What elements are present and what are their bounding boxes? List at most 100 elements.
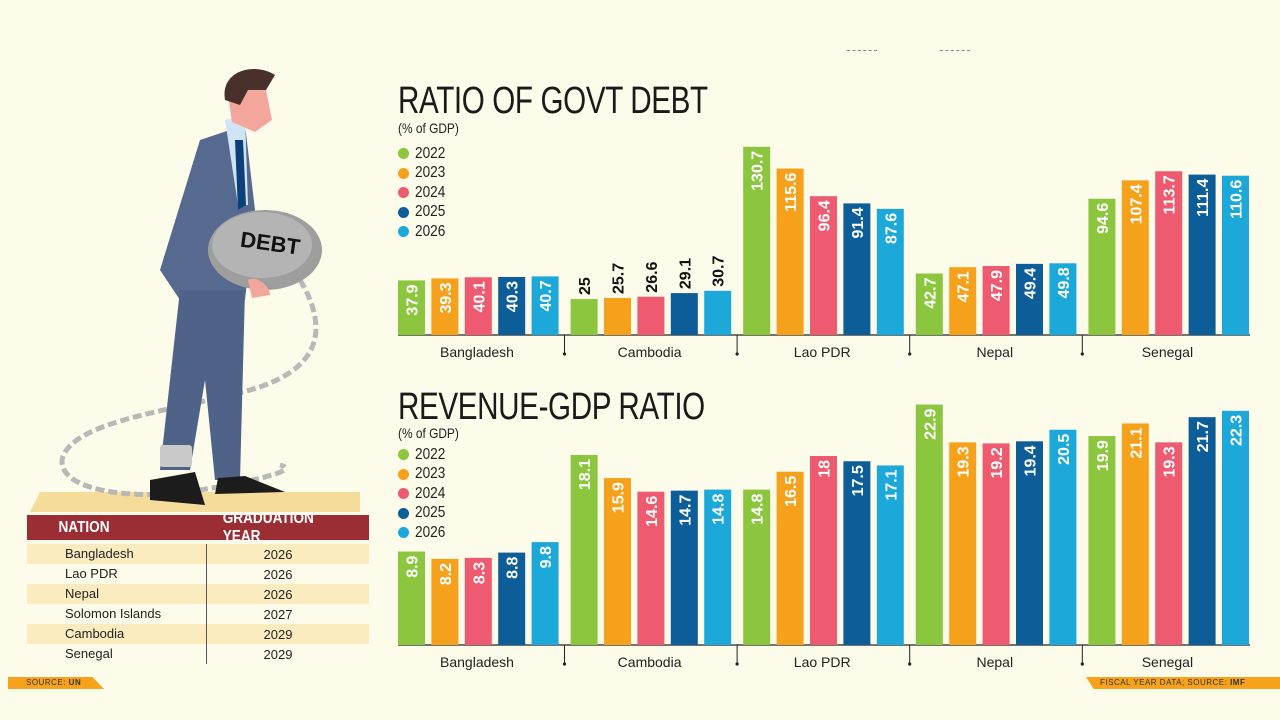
bar-lao-pdr-2024 <box>810 196 837 335</box>
legend-item: 2024 <box>398 484 451 504</box>
decorative-dash <box>847 50 877 51</box>
bar-bangladesh-2023 <box>431 278 459 335</box>
revenue-chart-legend: 2022 2023 2024 2025 2026 <box>398 445 451 543</box>
bar-lao-pdr-2026 <box>876 208 904 335</box>
legend-label: 2022 <box>415 445 446 463</box>
data-label: 47.1 <box>956 271 973 302</box>
data-label: 113.7 <box>1162 175 1179 214</box>
data-label: 49.8 <box>1056 267 1073 298</box>
data-label: 91.4 <box>850 207 867 238</box>
legend-label: 2026 <box>415 222 446 240</box>
bar-nepal-2023 <box>949 267 977 335</box>
category-label: Lao PDR <box>794 344 851 360</box>
legend-label: 2025 <box>415 203 446 221</box>
revenue-chart-title: REVENUE-GDP RATIO <box>398 386 705 428</box>
legend-swatch <box>398 488 409 500</box>
legend-item: 2026 <box>398 222 451 242</box>
data-label: 40.7 <box>538 280 555 311</box>
bar-nepal-2022 <box>915 273 943 335</box>
bar-bangladesh-2026 <box>531 276 559 335</box>
source-name: UN <box>68 678 82 687</box>
graduation-year-cell: 2027 <box>263 606 293 622</box>
bar-bangladesh-2025 <box>498 276 526 335</box>
legend-swatch <box>398 187 409 199</box>
data-label: 30.7 <box>711 256 728 287</box>
legend-item: 2026 <box>398 523 451 543</box>
bar-senegal-2026 <box>1222 175 1249 335</box>
bar-cambodia-2024 <box>637 296 665 335</box>
legend-swatch <box>398 226 409 238</box>
debt-chart-legend: 2022 2023 2024 2025 2026 <box>398 144 451 242</box>
nation-cell: Cambodia <box>27 624 207 644</box>
data-label: 94.6 <box>1095 203 1112 234</box>
legend-item: 2025 <box>398 203 451 223</box>
column-header-nation: NATION <box>58 518 110 536</box>
bar-lao-pdr-2022 <box>743 146 771 335</box>
legend-label: 2022 <box>415 144 446 162</box>
bar-senegal-2025 <box>1188 174 1216 335</box>
data-label: 40.1 <box>471 281 488 312</box>
debt-chart-title: RATIO OF GOVT DEBT <box>398 80 708 122</box>
bar-nepal-2025 <box>1016 263 1043 335</box>
nation-cell: Senegal <box>27 644 207 664</box>
data-label: 111.4 <box>1195 178 1212 216</box>
group-divider-dot <box>735 352 739 356</box>
graduation-table: NATION GRADUATION YEAR Bangladesh 2026 Lao… <box>27 510 369 664</box>
table-header: NATION GRADUATION YEAR <box>27 510 369 545</box>
table-row: Nepal 2026 <box>27 584 369 604</box>
table-row: Lao PDR 2026 <box>27 564 369 584</box>
category-label: Bangladesh <box>440 344 514 360</box>
legend-item: 2022 <box>398 445 451 465</box>
graduation-year-cell: 2029 <box>263 626 293 642</box>
graduation-year-cell: 2026 <box>263 546 293 562</box>
bar-cambodia-2026 <box>704 290 732 335</box>
legend-label: 2024 <box>415 183 446 201</box>
data-label: 42.7 <box>922 277 939 308</box>
legend-item: 2024 <box>398 183 451 203</box>
category-label: Cambodia <box>618 344 682 360</box>
legend-swatch <box>398 148 409 160</box>
data-label: 87.6 <box>883 213 900 244</box>
decorative-dash <box>940 50 970 51</box>
data-label: 29.1 <box>677 258 694 289</box>
nation-cell: Solomon Islands <box>27 604 207 624</box>
bar-cambodia-2022 <box>570 299 598 335</box>
legend-swatch <box>398 468 409 480</box>
table-row: Solomon Islands 2027 <box>27 604 369 624</box>
legend-label: 2023 <box>415 164 446 182</box>
bar-bangladesh-2024 <box>464 277 492 335</box>
category-label: Nepal <box>977 344 1014 360</box>
graduation-year-cell: 2026 <box>263 566 293 582</box>
nation-cell: Nepal <box>27 584 207 604</box>
data-label: 40.3 <box>505 281 522 312</box>
graduation-year-cell: 2026 <box>263 586 293 602</box>
table-row: Bangladesh 2026 <box>27 544 369 564</box>
bar-senegal-2024 <box>1155 171 1183 335</box>
bar-cambodia-2023 <box>604 297 631 335</box>
bar-senegal-2023 <box>1121 180 1149 335</box>
legend-label: 2024 <box>415 484 446 502</box>
bar-senegal-2022 <box>1088 198 1116 335</box>
nation-cell: Bangladesh <box>27 544 207 564</box>
legend-label: 2025 <box>415 504 446 522</box>
legend-item: 2022 <box>398 144 451 164</box>
legend-swatch <box>398 449 409 461</box>
data-label: 37.9 <box>405 284 422 315</box>
source-tag-imf: FISCAL YEAR DATA; SOURCE: IMF <box>1086 677 1280 689</box>
bar-nepal-2024 <box>982 266 1010 335</box>
table-row: Senegal 2029 <box>27 644 369 664</box>
group-divider-dot <box>908 352 912 356</box>
source-name: IMF <box>1230 678 1246 687</box>
table-row: Cambodia 2029 <box>27 624 369 644</box>
legend-item: 2025 <box>398 504 451 524</box>
debt-man-illustration: DEBT <box>30 68 360 512</box>
source-prefix: SOURCE: <box>26 678 69 687</box>
bar-bangladesh-2022 <box>398 280 425 335</box>
group-divider-dot <box>1080 352 1084 356</box>
data-label: 49.4 <box>1023 268 1040 299</box>
bar-cambodia-2025 <box>670 293 698 335</box>
data-label: 115.6 <box>783 172 800 211</box>
nation-cell: Lao PDR <box>27 564 207 584</box>
data-label: 110.6 <box>1229 180 1246 219</box>
